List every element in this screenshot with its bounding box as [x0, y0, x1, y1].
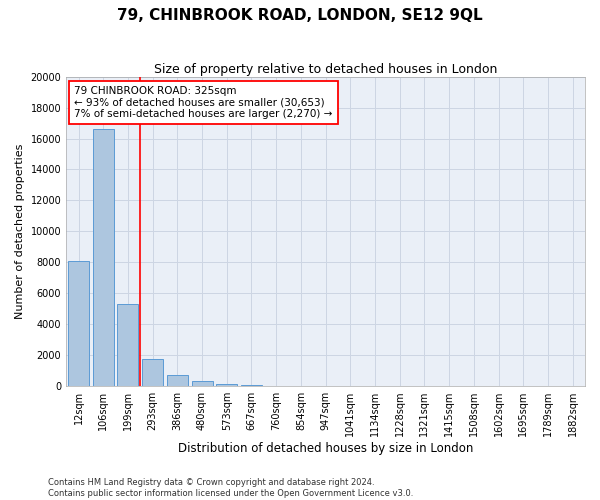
Bar — [167, 376, 188, 386]
Bar — [142, 359, 163, 386]
Bar — [93, 130, 114, 386]
Bar — [241, 384, 262, 386]
Bar — [118, 304, 139, 386]
Title: Size of property relative to detached houses in London: Size of property relative to detached ho… — [154, 62, 497, 76]
Y-axis label: Number of detached properties: Number of detached properties — [15, 144, 25, 319]
Text: 79 CHINBROOK ROAD: 325sqm
← 93% of detached houses are smaller (30,653)
7% of se: 79 CHINBROOK ROAD: 325sqm ← 93% of detac… — [74, 86, 332, 119]
Text: 79, CHINBROOK ROAD, LONDON, SE12 9QL: 79, CHINBROOK ROAD, LONDON, SE12 9QL — [117, 8, 483, 22]
Bar — [191, 382, 212, 386]
Bar — [216, 384, 237, 386]
Text: Contains HM Land Registry data © Crown copyright and database right 2024.
Contai: Contains HM Land Registry data © Crown c… — [48, 478, 413, 498]
Bar — [68, 261, 89, 386]
X-axis label: Distribution of detached houses by size in London: Distribution of detached houses by size … — [178, 442, 473, 455]
